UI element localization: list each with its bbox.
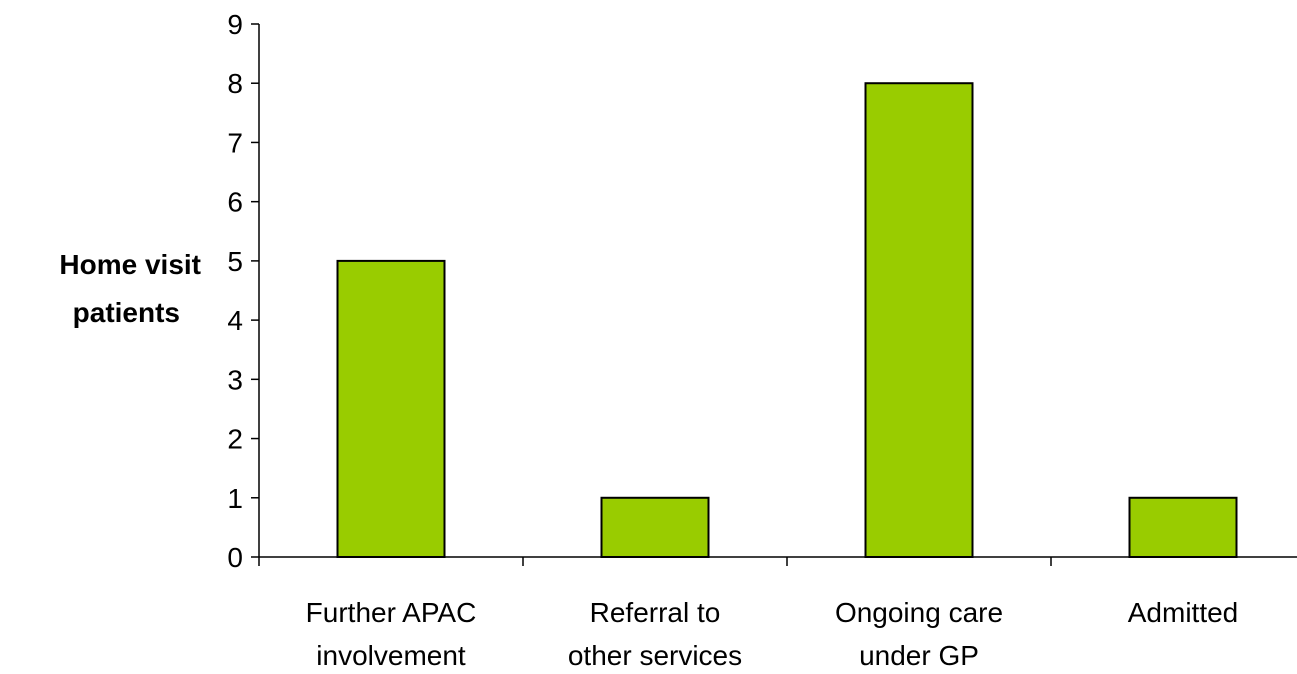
x-tick-label-line: Admitted — [1128, 597, 1239, 628]
bars — [336, 82, 1238, 558]
y-tick-label: 1 — [227, 483, 243, 514]
y-tick-label: 8 — [227, 68, 243, 99]
x-tick-label: Ongoing care under GP — [835, 597, 1003, 671]
y-tick-label: 9 — [227, 9, 243, 40]
y-axis-label: Home visit patients — [59, 249, 201, 328]
x-tick-label: Referral to other services — [568, 597, 742, 671]
y-tick-label: 3 — [227, 364, 243, 395]
y-tick-label: 7 — [227, 127, 243, 158]
x-tick-labels: Further APAC involvement Referral to other … — [306, 597, 1239, 671]
x-tick-label-line: Referral to — [590, 597, 721, 628]
y-tick-label: 0 — [227, 542, 243, 573]
x-tick-label: Admitted — [1128, 597, 1239, 628]
bar — [336, 259, 446, 558]
x-tick-label: Further APAC involvement — [306, 597, 477, 671]
bar — [864, 82, 974, 558]
y-axis: 0 1 2 3 4 5 6 7 8 9 — [227, 9, 260, 573]
y-axis-label-line: Home visit — [59, 249, 201, 280]
x-tick-label-line: other services — [568, 640, 742, 671]
y-tick-label: 5 — [227, 246, 243, 277]
y-axis-label-text: Home visit patients — [59, 249, 201, 328]
bar — [1128, 496, 1238, 558]
x-tick-label-line: Ongoing care — [835, 597, 1003, 628]
x-tick-label-line: involvement — [316, 640, 466, 671]
y-tick-label: 6 — [227, 187, 243, 218]
x-axis — [258, 556, 1297, 566]
x-tick-label-line: under GP — [859, 640, 979, 671]
bar — [600, 496, 710, 558]
x-tick-label-line: Further APAC — [306, 597, 477, 628]
y-tick-label: 2 — [227, 424, 243, 455]
y-tick-label: 4 — [227, 305, 243, 336]
y-axis-label-line: patients — [73, 297, 180, 328]
